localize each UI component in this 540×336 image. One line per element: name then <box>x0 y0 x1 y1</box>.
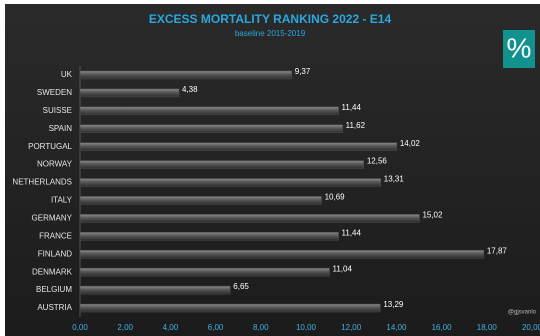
annotation: @gjsvanlo <box>508 310 537 316</box>
category-label: FRANCE <box>39 231 72 240</box>
bar <box>79 178 382 187</box>
category-label: DENMARK <box>32 267 73 276</box>
chart-subtitle: baseline 2015-2019 <box>235 29 306 38</box>
x-tick-label: 10,00 <box>296 323 317 332</box>
x-tick-label: 12,00 <box>341 323 362 332</box>
bar <box>79 142 398 151</box>
category-label: PORTUGAL <box>28 142 72 151</box>
value-label: 6,65 <box>233 282 249 291</box>
x-tick-label: 20,00 <box>522 323 540 332</box>
bar <box>79 285 231 295</box>
x-tick-label: 6,00 <box>208 323 224 332</box>
bar <box>79 124 343 133</box>
value-label: 11,44 <box>342 103 362 112</box>
x-tick-label: 18,00 <box>477 323 498 332</box>
category-label: GERMANY <box>32 214 73 223</box>
category-label: NETHERLANDS <box>12 178 72 187</box>
value-label: 10,69 <box>325 193 346 202</box>
value-label: 15,02 <box>422 211 443 220</box>
bar <box>79 250 485 259</box>
x-tick-label: 16,00 <box>432 323 453 332</box>
category-label: SUISSE <box>43 106 72 115</box>
bar <box>79 267 330 277</box>
value-label: 11,44 <box>342 228 362 237</box>
bar <box>79 70 293 80</box>
category-label: SWEDEN <box>37 88 72 97</box>
x-tick-label: 4,00 <box>163 323 179 332</box>
category-label: ITALY <box>51 196 73 205</box>
value-label: 17,87 <box>487 246 508 255</box>
background <box>5 4 540 336</box>
category-label: SPAIN <box>49 124 73 133</box>
bar <box>79 88 180 98</box>
category-label: UK <box>61 70 73 79</box>
value-label: 11,04 <box>333 264 353 273</box>
value-label: 13,29 <box>383 300 404 309</box>
category-label: NORWAY <box>37 160 73 169</box>
value-label: 12,56 <box>367 157 388 166</box>
value-label: 11,62 <box>346 121 366 130</box>
x-tick-label: 8,00 <box>253 323 269 332</box>
bar <box>79 106 339 116</box>
value-label: 13,31 <box>384 175 405 184</box>
category-label: AUSTRIA <box>37 303 72 312</box>
badge: % <box>507 32 532 63</box>
chart-title: EXCESS MORTALITY RANKING 2022 - E14 <box>149 12 392 26</box>
x-tick-label: 2,00 <box>117 323 133 332</box>
x-tick-label: 0,00 <box>72 323 88 332</box>
value-label: 9,37 <box>295 67 311 76</box>
bar <box>79 303 381 313</box>
bar <box>79 160 365 169</box>
x-tick-label: 14,00 <box>386 323 407 332</box>
bar <box>79 214 420 223</box>
category-label: BELGIUM <box>36 285 72 294</box>
category-label: FINLAND <box>38 249 72 258</box>
value-label: 14,02 <box>400 139 421 148</box>
badge-box <box>503 30 535 68</box>
value-label: 4,38 <box>182 85 198 94</box>
bar <box>79 196 322 205</box>
bar <box>79 232 339 241</box>
